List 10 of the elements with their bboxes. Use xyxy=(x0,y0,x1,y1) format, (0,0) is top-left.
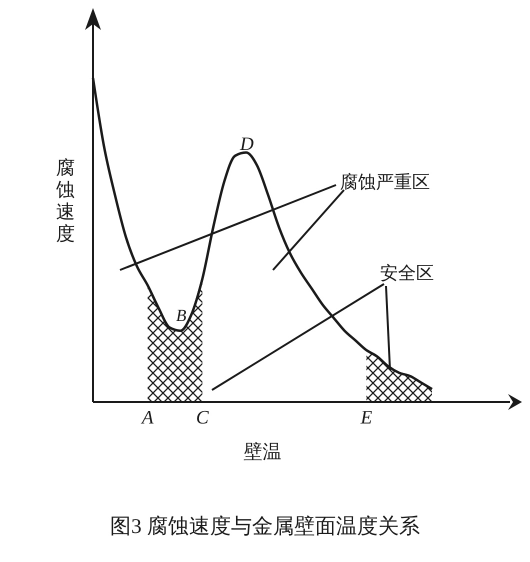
x-tick-label: E xyxy=(360,407,373,428)
annotation: B xyxy=(176,306,186,326)
annotation: 安全区 xyxy=(380,262,434,285)
annotation: D xyxy=(240,134,254,156)
annotation: 腐蚀严重区 xyxy=(340,171,430,194)
x-axis-title: 壁温 xyxy=(244,441,282,463)
x-tick-label: A xyxy=(140,407,154,428)
y-axis-title: 腐蚀速度 xyxy=(56,158,76,246)
x-tick-label: C xyxy=(196,407,210,428)
text: 图3 腐蚀速度与金属壁面温度关系 xyxy=(109,513,421,540)
